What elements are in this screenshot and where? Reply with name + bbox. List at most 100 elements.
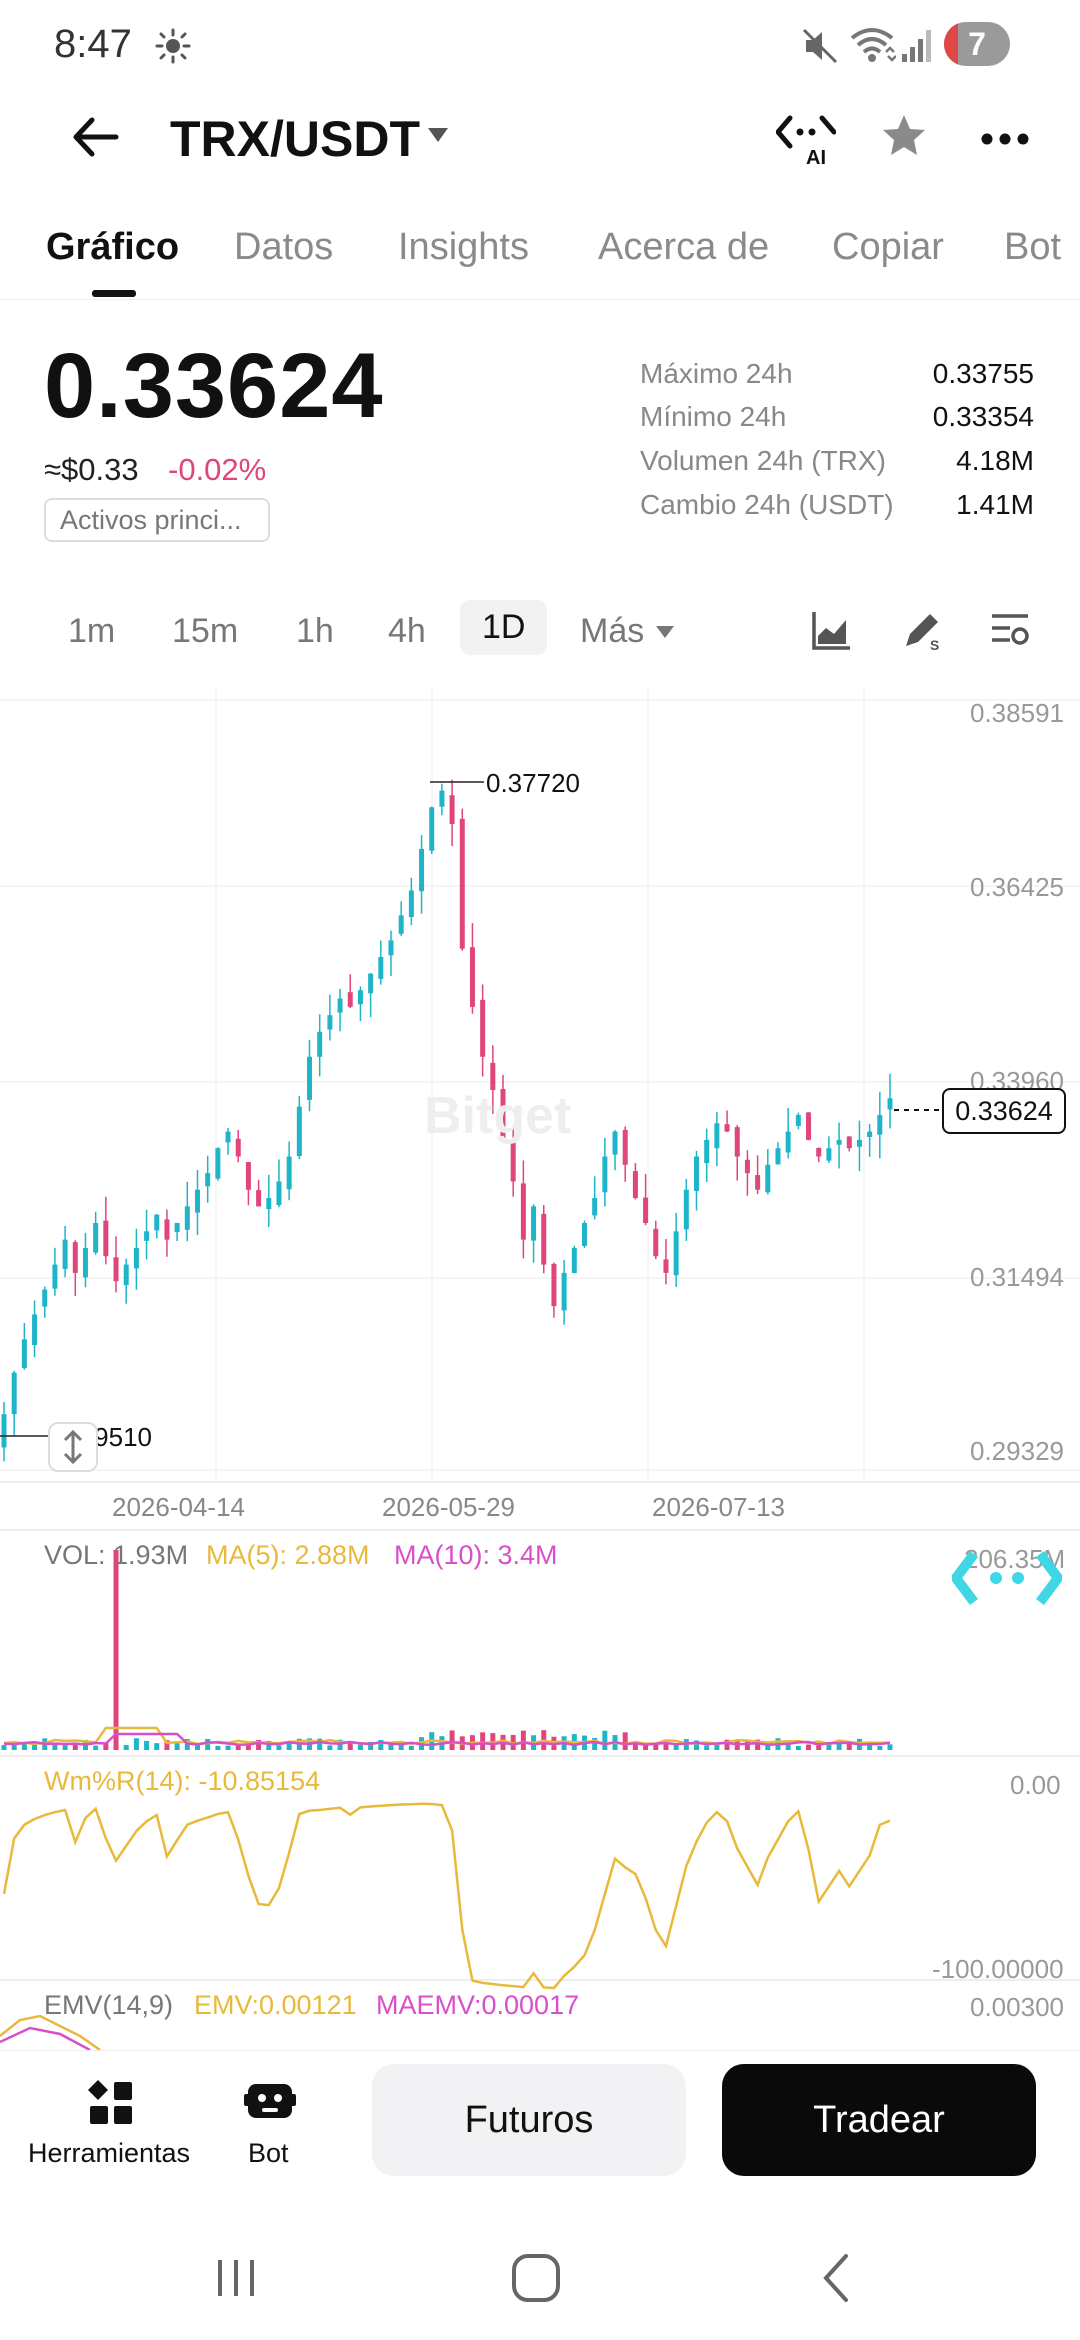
volume-bar [205, 1739, 211, 1750]
volume-bar [877, 1745, 883, 1750]
more-icon[interactable] [980, 132, 1030, 146]
volume-bar [72, 1744, 78, 1750]
maemv-value: MAEMV:0.00017 [376, 1990, 580, 2020]
y-tick-3: 0.31494 [970, 1262, 1064, 1292]
ai-icon[interactable]: AI [776, 112, 836, 166]
volume-bar [1, 1745, 7, 1750]
system-nav-bar [0, 2220, 1080, 2340]
interval-1h[interactable]: 1h [296, 612, 334, 650]
wifi-icon [850, 28, 896, 62]
candle-body [347, 992, 353, 1007]
candle-body [184, 1206, 190, 1230]
mute-icon [802, 28, 838, 64]
back-nav-icon[interactable] [808, 2248, 868, 2308]
tools-icon[interactable] [86, 2078, 136, 2128]
tab-datos[interactable]: Datos [234, 226, 334, 268]
volume-bar [154, 1743, 160, 1750]
volume-bar [164, 1740, 170, 1750]
pair-dropdown-caret-icon[interactable] [428, 128, 448, 142]
chart-type-icon[interactable] [810, 608, 854, 652]
draw-icon[interactable]: S [900, 608, 944, 652]
category-tag[interactable]: Activos princi... [44, 498, 270, 542]
candle-body [887, 1098, 893, 1110]
futures-button[interactable]: Futuros [372, 2064, 686, 2176]
chart-area[interactable] [0, 690, 1080, 2050]
tab-insights[interactable]: Insights [398, 226, 529, 268]
candle-body [632, 1171, 638, 1199]
candle-body [622, 1129, 628, 1165]
wr-tick-1: -100.00000 [932, 1954, 1064, 1984]
sun-icon [155, 28, 191, 64]
tab-acerca-de[interactable]: Acerca de [598, 226, 770, 268]
candle-body [82, 1247, 88, 1278]
x-tick-1: 2026-05-29 [382, 1492, 515, 1522]
volume-bar [174, 1741, 180, 1750]
volume-bar [245, 1745, 251, 1750]
candle-body [724, 1124, 730, 1132]
pair-title[interactable]: TRX/USDT [170, 111, 420, 167]
candle-body [368, 973, 374, 994]
back-icon[interactable] [70, 112, 120, 162]
volume-bar [765, 1742, 771, 1750]
vol-ma5-label: MA(5): 2.88M [206, 1540, 370, 1570]
stat-label-min: Mínimo 24h [640, 401, 787, 432]
interval-1m[interactable]: 1m [68, 612, 116, 650]
last-price: 0.33624 [44, 335, 384, 437]
candle-body [317, 1031, 323, 1057]
volume-bar [388, 1744, 394, 1750]
volume-bar [133, 1738, 139, 1750]
candle-body [307, 1056, 313, 1100]
candle-body [21, 1339, 27, 1368]
interval-1d[interactable]: 1D [460, 600, 548, 655]
more-intervals-caret-icon[interactable] [656, 626, 674, 638]
candle-body [327, 1015, 333, 1030]
emv-tick: 0.00300 [970, 1992, 1064, 2022]
candle-body [602, 1156, 608, 1193]
x-tick-2: 2026-07-13 [652, 1492, 785, 1522]
volume-bar [887, 1744, 893, 1750]
vertical-resize-icon [63, 1429, 83, 1465]
candle-body [765, 1164, 771, 1193]
candle-body [398, 915, 404, 934]
volume-bar [194, 1743, 200, 1750]
indicator-settings-icon[interactable] [988, 608, 1032, 652]
usd-approx: ≈$0.33 [44, 452, 139, 487]
candle-body [205, 1173, 211, 1187]
volume-bar [398, 1744, 404, 1750]
tab-copiar[interactable]: Copiar [832, 226, 944, 268]
tab-bot[interactable]: Bot [1004, 226, 1062, 268]
chart-scale-button[interactable] [48, 1422, 98, 1472]
signal-icon [902, 30, 931, 62]
candle-body [744, 1159, 750, 1174]
interval-4h[interactable]: 4h [388, 612, 426, 650]
tab-grafico[interactable]: Gráfico [46, 226, 180, 268]
watermark: Bitget [424, 1087, 572, 1145]
star-icon[interactable] [880, 112, 928, 160]
stat-value-volume: 4.18M [956, 445, 1034, 476]
candle-body [123, 1264, 129, 1286]
volume-bar [52, 1744, 58, 1750]
trade-button[interactable]: Tradear [722, 2064, 1036, 2176]
tools-label[interactable]: Herramientas [28, 2138, 191, 2168]
price-chart[interactable] [0, 690, 1080, 2050]
chart-grid [0, 690, 1080, 1480]
interval-15m[interactable]: 15m [172, 612, 239, 650]
candle-body [714, 1123, 720, 1149]
volume-bar [704, 1745, 710, 1750]
volume-bar [276, 1745, 282, 1750]
candle-body [225, 1131, 231, 1143]
home-icon[interactable] [506, 2248, 566, 2308]
williams-r-line [2, 1802, 891, 1990]
volume-bar [62, 1744, 68, 1750]
ai-assistant-float-icon[interactable] [952, 1548, 1062, 1608]
bot-label[interactable]: Bot [248, 2138, 289, 2168]
candle-body [877, 1114, 883, 1135]
recents-icon[interactable] [206, 2248, 266, 2308]
bot-icon[interactable] [244, 2078, 296, 2122]
volume-bar [744, 1740, 750, 1750]
volume-bar [256, 1739, 262, 1750]
volume-bar [632, 1743, 638, 1750]
candle-body [775, 1148, 781, 1165]
interval-more[interactable]: Más [580, 612, 645, 650]
volume-bar [643, 1743, 649, 1750]
